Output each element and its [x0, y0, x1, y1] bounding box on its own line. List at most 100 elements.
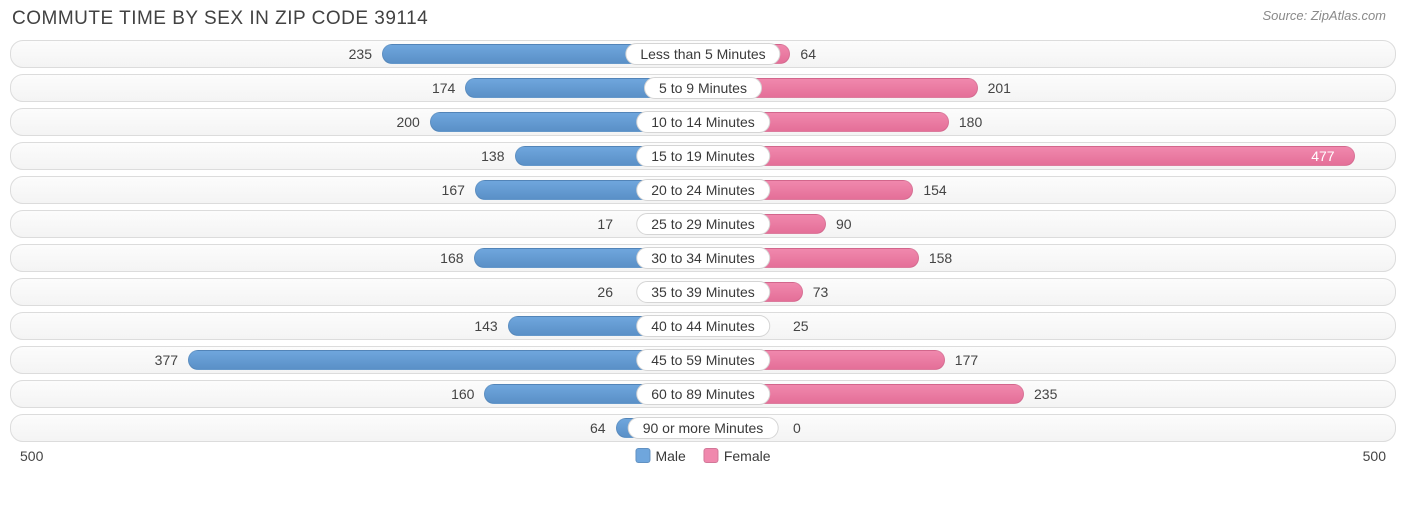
female-side: 477: [703, 146, 1386, 166]
female-side: 90: [703, 214, 1386, 234]
row-inner: 235 64 Less than 5 Minutes: [11, 41, 1395, 67]
male-value: 377: [155, 352, 178, 368]
female-side: 201: [703, 78, 1386, 98]
legend-swatch: [704, 448, 719, 463]
table-row: 143 25 40 to 44 Minutes: [10, 312, 1396, 340]
female-value: 64: [800, 46, 816, 62]
chart-footer: 500 Male Female 500: [10, 448, 1396, 470]
male-side: 168: [20, 248, 703, 268]
male-side: 235: [20, 44, 703, 64]
female-side: 0: [703, 418, 1386, 438]
table-row: 160 235 60 to 89 Minutes: [10, 380, 1396, 408]
female-side: 73: [703, 282, 1386, 302]
male-side: 174: [20, 78, 703, 98]
chart-rows: 235 64 Less than 5 Minutes 174 201 5 to 9 Min…: [10, 40, 1396, 442]
category-pill: 45 to 59 Minutes: [636, 349, 770, 371]
axis-left-max: 500: [20, 448, 43, 464]
row-inner: 160 235 60 to 89 Minutes: [11, 381, 1395, 407]
male-value: 143: [474, 318, 497, 334]
female-side: 25: [703, 316, 1386, 336]
female-value: 90: [836, 216, 852, 232]
male-side: 167: [20, 180, 703, 200]
row-inner: 13847715 to 19 Minutes: [11, 143, 1395, 169]
male-value: 64: [590, 420, 606, 436]
table-row: 167 154 20 to 24 Minutes: [10, 176, 1396, 204]
row-inner: 143 25 40 to 44 Minutes: [11, 313, 1395, 339]
row-inner: 17 90 25 to 29 Minutes: [11, 211, 1395, 237]
table-row: 174 201 5 to 9 Minutes: [10, 74, 1396, 102]
female-value: 177: [955, 352, 978, 368]
table-row: 377 177 45 to 59 Minutes: [10, 346, 1396, 374]
axis-right-max: 500: [1363, 448, 1386, 464]
female-value: 73: [813, 284, 829, 300]
male-value: 168: [440, 250, 463, 266]
male-value: 17: [597, 216, 613, 232]
female-side: 180: [703, 112, 1386, 132]
category-pill: Less than 5 Minutes: [625, 43, 780, 65]
female-side: 235: [703, 384, 1386, 404]
chart-header: COMMUTE TIME BY SEX IN ZIP CODE 39114 So…: [10, 8, 1396, 40]
male-value: 167: [442, 182, 465, 198]
female-value: 477: [1311, 148, 1342, 164]
chart-title: COMMUTE TIME BY SEX IN ZIP CODE 39114: [12, 8, 428, 30]
male-value: 235: [349, 46, 372, 62]
category-pill: 5 to 9 Minutes: [644, 77, 762, 99]
row-inner: 26 73 35 to 39 Minutes: [11, 279, 1395, 305]
table-row: 13847715 to 19 Minutes: [10, 142, 1396, 170]
male-value: 160: [451, 386, 474, 402]
row-inner: 167 154 20 to 24 Minutes: [11, 177, 1395, 203]
category-pill: 25 to 29 Minutes: [636, 213, 770, 235]
male-value: 174: [432, 80, 455, 96]
category-pill: 10 to 14 Minutes: [636, 111, 770, 133]
male-side: 138: [20, 146, 703, 166]
male-side: 377: [20, 350, 703, 370]
row-inner: 200 180 10 to 14 Minutes: [11, 109, 1395, 135]
category-pill: 30 to 34 Minutes: [636, 247, 770, 269]
row-inner: 377 177 45 to 59 Minutes: [11, 347, 1395, 373]
category-pill: 90 or more Minutes: [628, 417, 779, 439]
row-inner: 64 0 90 or more Minutes: [11, 415, 1395, 441]
male-value: 138: [481, 148, 504, 164]
female-value: 0: [793, 420, 801, 436]
female-side: 154: [703, 180, 1386, 200]
male-value: 200: [396, 114, 419, 130]
category-pill: 40 to 44 Minutes: [636, 315, 770, 337]
female-value: 180: [959, 114, 982, 130]
category-pill: 60 to 89 Minutes: [636, 383, 770, 405]
male-value: 26: [597, 284, 613, 300]
table-row: 235 64 Less than 5 Minutes: [10, 40, 1396, 68]
category-pill: 35 to 39 Minutes: [636, 281, 770, 303]
table-row: 200 180 10 to 14 Minutes: [10, 108, 1396, 136]
male-side: 200: [20, 112, 703, 132]
table-row: 26 73 35 to 39 Minutes: [10, 278, 1396, 306]
female-side: 177: [703, 350, 1386, 370]
male-side: 64: [20, 418, 703, 438]
female-value: 235: [1034, 386, 1057, 402]
female-value: 158: [929, 250, 952, 266]
female-side: 158: [703, 248, 1386, 268]
male-side: 26: [20, 282, 703, 302]
row-inner: 174 201 5 to 9 Minutes: [11, 75, 1395, 101]
legend-item: Male: [635, 448, 685, 464]
table-row: 64 0 90 or more Minutes: [10, 414, 1396, 442]
legend-label: Female: [724, 448, 771, 464]
row-inner: 168 158 30 to 34 Minutes: [11, 245, 1395, 271]
chart-container: COMMUTE TIME BY SEX IN ZIP CODE 39114 So…: [0, 0, 1406, 522]
legend-item: Female: [704, 448, 771, 464]
male-side: 160: [20, 384, 703, 404]
female-value: 154: [923, 182, 946, 198]
legend-label: Male: [655, 448, 685, 464]
female-side: 64: [703, 44, 1386, 64]
female-value: 201: [988, 80, 1011, 96]
table-row: 17 90 25 to 29 Minutes: [10, 210, 1396, 238]
male-bar: [188, 350, 703, 370]
chart-source: Source: ZipAtlas.com: [1262, 8, 1386, 23]
table-row: 168 158 30 to 34 Minutes: [10, 244, 1396, 272]
category-pill: 20 to 24 Minutes: [636, 179, 770, 201]
male-side: 143: [20, 316, 703, 336]
female-value: 25: [793, 318, 809, 334]
legend: Male Female: [635, 448, 770, 464]
female-bar: [703, 146, 1355, 166]
male-side: 17: [20, 214, 703, 234]
legend-swatch: [635, 448, 650, 463]
